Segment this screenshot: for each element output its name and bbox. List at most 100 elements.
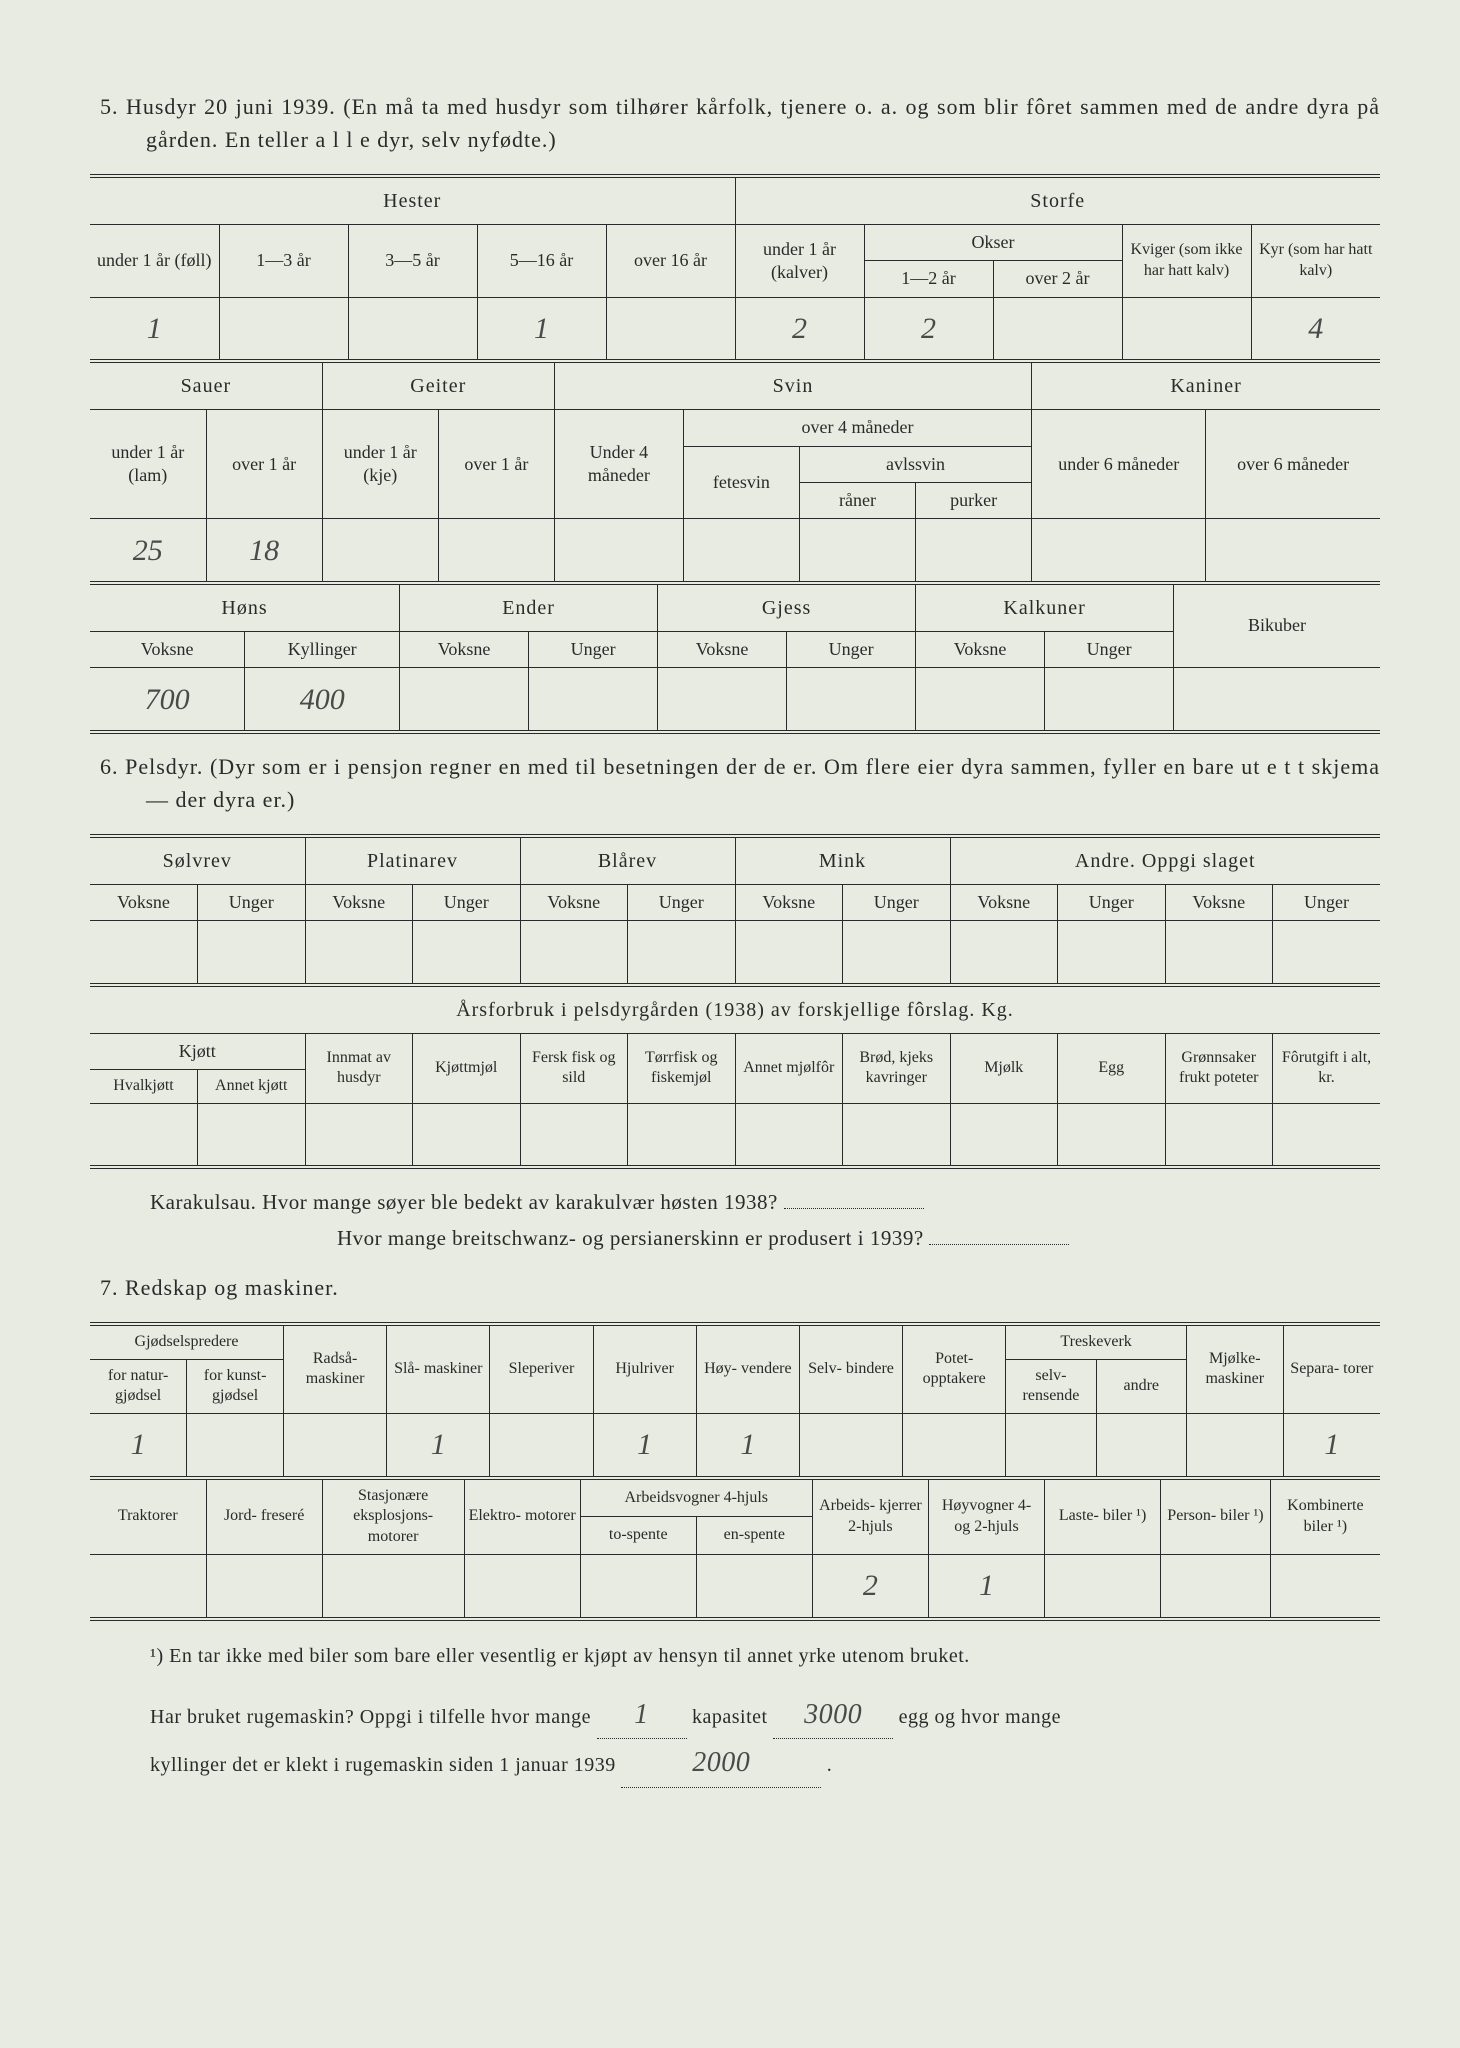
c-unger: Unger	[413, 884, 521, 920]
val-pd	[413, 921, 521, 985]
group-geiter: Geiter	[322, 363, 554, 410]
val-a3	[348, 297, 477, 361]
val-c1: 700	[90, 668, 245, 732]
col-sla: Slå- maskiner	[387, 1324, 490, 1414]
col-ferskfisk: Fersk fisk og sild	[520, 1033, 628, 1103]
forbruk-title: Årsforbruk i pelsdyrgården (1938) av for…	[90, 987, 1380, 1034]
col-kje: under 1 år (kje)	[322, 410, 438, 519]
col-kanin-under6: under 6 måneder	[1032, 410, 1206, 519]
ruge-v3: 2000	[621, 1739, 821, 1788]
col-kunst: for kunst- gjødsel	[187, 1359, 284, 1414]
c-voksne: Voksne	[1165, 884, 1273, 920]
val-fb	[843, 1103, 951, 1167]
val-a2	[219, 297, 348, 361]
col-under1-foll: under 1 år (føll)	[90, 225, 219, 298]
c-voksne: Voksne	[90, 884, 198, 920]
col-svin-over4: over 4 måneder	[683, 410, 1031, 446]
c-voksne: Voksne	[520, 884, 628, 920]
group-kaniner: Kaniner	[1032, 363, 1380, 410]
col-hoy: Høy- vendere	[696, 1324, 799, 1414]
c-unger: Unger	[1273, 884, 1381, 920]
val-fb	[735, 1103, 843, 1167]
col-geit-over1: over 1 år	[438, 410, 554, 519]
col-innmat: Innmat av husdyr	[305, 1033, 413, 1103]
col-kjerrer: Arbeids- kjerrer 2-hjuls	[812, 1480, 928, 1555]
group-mink: Mink	[735, 836, 950, 885]
col-svin-under4: Under 4 måneder	[554, 410, 683, 519]
group-solvrev: Sølvrev	[90, 836, 305, 885]
val-fb	[950, 1103, 1058, 1167]
table-sauer-svin: Sauer Geiter Svin Kaniner under 1 år (la…	[90, 363, 1380, 585]
val-7b	[1045, 1555, 1161, 1619]
val-b2: 18	[206, 519, 322, 583]
gjess-unger: Unger	[787, 631, 916, 667]
val-7b7: 1	[928, 1555, 1044, 1619]
col-annetmjol: Annet mjølfôr	[735, 1033, 843, 1103]
group-arbeidsv: Arbeidsvogner 4-hjuls	[580, 1480, 812, 1517]
val-fb	[305, 1103, 413, 1167]
val-c2: 400	[245, 668, 400, 732]
group-blarev: Blårev	[520, 836, 735, 885]
val-b5	[554, 519, 683, 583]
c-voksne: Voksne	[305, 884, 413, 920]
val-7b	[1161, 1555, 1271, 1619]
val-7a7: 1	[696, 1414, 799, 1478]
col-5-16: 5—16 år	[477, 225, 606, 298]
col-egg: Egg	[1058, 1033, 1166, 1103]
col-separator: Separa- torer	[1283, 1324, 1380, 1414]
val-7a11: 1	[1283, 1414, 1380, 1478]
group-hester: Hester	[90, 176, 735, 225]
section-7-num: 7.	[100, 1275, 119, 1300]
val-b6b1	[799, 519, 915, 583]
col-kyr: Kyr (som har hatt kalv)	[1251, 225, 1380, 298]
group-gjodsel: Gjødselspredere	[90, 1324, 284, 1359]
footnote-1: ¹) En tar ikke med biler som bare eller …	[150, 1639, 1380, 1673]
val-pd	[843, 921, 951, 985]
col-traktorer: Traktorer	[90, 1480, 206, 1555]
val-7b	[580, 1555, 696, 1619]
col-andre: andre	[1096, 1359, 1186, 1414]
dotted-blank	[784, 1208, 924, 1209]
group-andre: Andre. Oppgi slaget	[950, 836, 1380, 885]
col-fetesvin: fetesvin	[683, 446, 799, 519]
col-kjott: Kjøtt	[90, 1033, 305, 1069]
section-6-text: 6. Pelsdyr. (Dyr som er i pensjon regner…	[100, 750, 1380, 816]
val-b8	[1206, 519, 1380, 583]
group-storfe: Storfe	[735, 176, 1380, 225]
col-kombi: Kombinerte biler ¹)	[1270, 1480, 1380, 1555]
col-annetkjott: Annet kjøtt	[198, 1070, 306, 1104]
val-b7	[1032, 519, 1206, 583]
group-ender: Ender	[400, 585, 658, 632]
val-a7b	[993, 297, 1122, 361]
val-7a	[490, 1414, 593, 1478]
dotted-blank	[929, 1244, 1069, 1245]
hons-voksne: Voksne	[90, 631, 245, 667]
group-platinarev: Platinarev	[305, 836, 520, 885]
val-fb	[1058, 1103, 1166, 1167]
col-natur: for natur- gjødsel	[90, 1359, 187, 1414]
karakul-q2: Hvor mange breitschwanz- og persianerski…	[337, 1221, 1380, 1257]
col-bikuber: Bikuber	[1174, 585, 1380, 668]
col-elektro: Elektro- motorer	[464, 1480, 580, 1555]
val-pd	[628, 921, 736, 985]
col-gronn: Grønnsaker frukt poteter	[1165, 1033, 1273, 1103]
c-unger: Unger	[843, 884, 951, 920]
table-redskap-b: Traktorer Jord- freseré Stasjonære ekspl…	[90, 1480, 1380, 1621]
val-7b6: 2	[812, 1555, 928, 1619]
gjess-voksne: Voksne	[658, 631, 787, 667]
col-laste: Laste- biler ¹)	[1045, 1480, 1161, 1555]
col-avlssvin: avlssvin	[799, 446, 1031, 482]
val-7b	[1270, 1555, 1380, 1619]
val-7a	[1096, 1414, 1186, 1478]
val-b6a	[683, 519, 799, 583]
col-okser-1-2: 1—2 år	[864, 261, 993, 297]
col-jordfr: Jord- freseré	[206, 1480, 322, 1555]
ruge-v1: 1	[597, 1691, 687, 1740]
c-voksne: Voksne	[950, 884, 1058, 920]
group-sauer: Sauer	[90, 363, 322, 410]
col-kanin-over6: over 6 måneder	[1206, 410, 1380, 519]
col-1-3: 1—3 år	[219, 225, 348, 298]
ender-unger: Unger	[529, 631, 658, 667]
c-unger: Unger	[198, 884, 306, 920]
group-kalkuner: Kalkuner	[916, 585, 1174, 632]
